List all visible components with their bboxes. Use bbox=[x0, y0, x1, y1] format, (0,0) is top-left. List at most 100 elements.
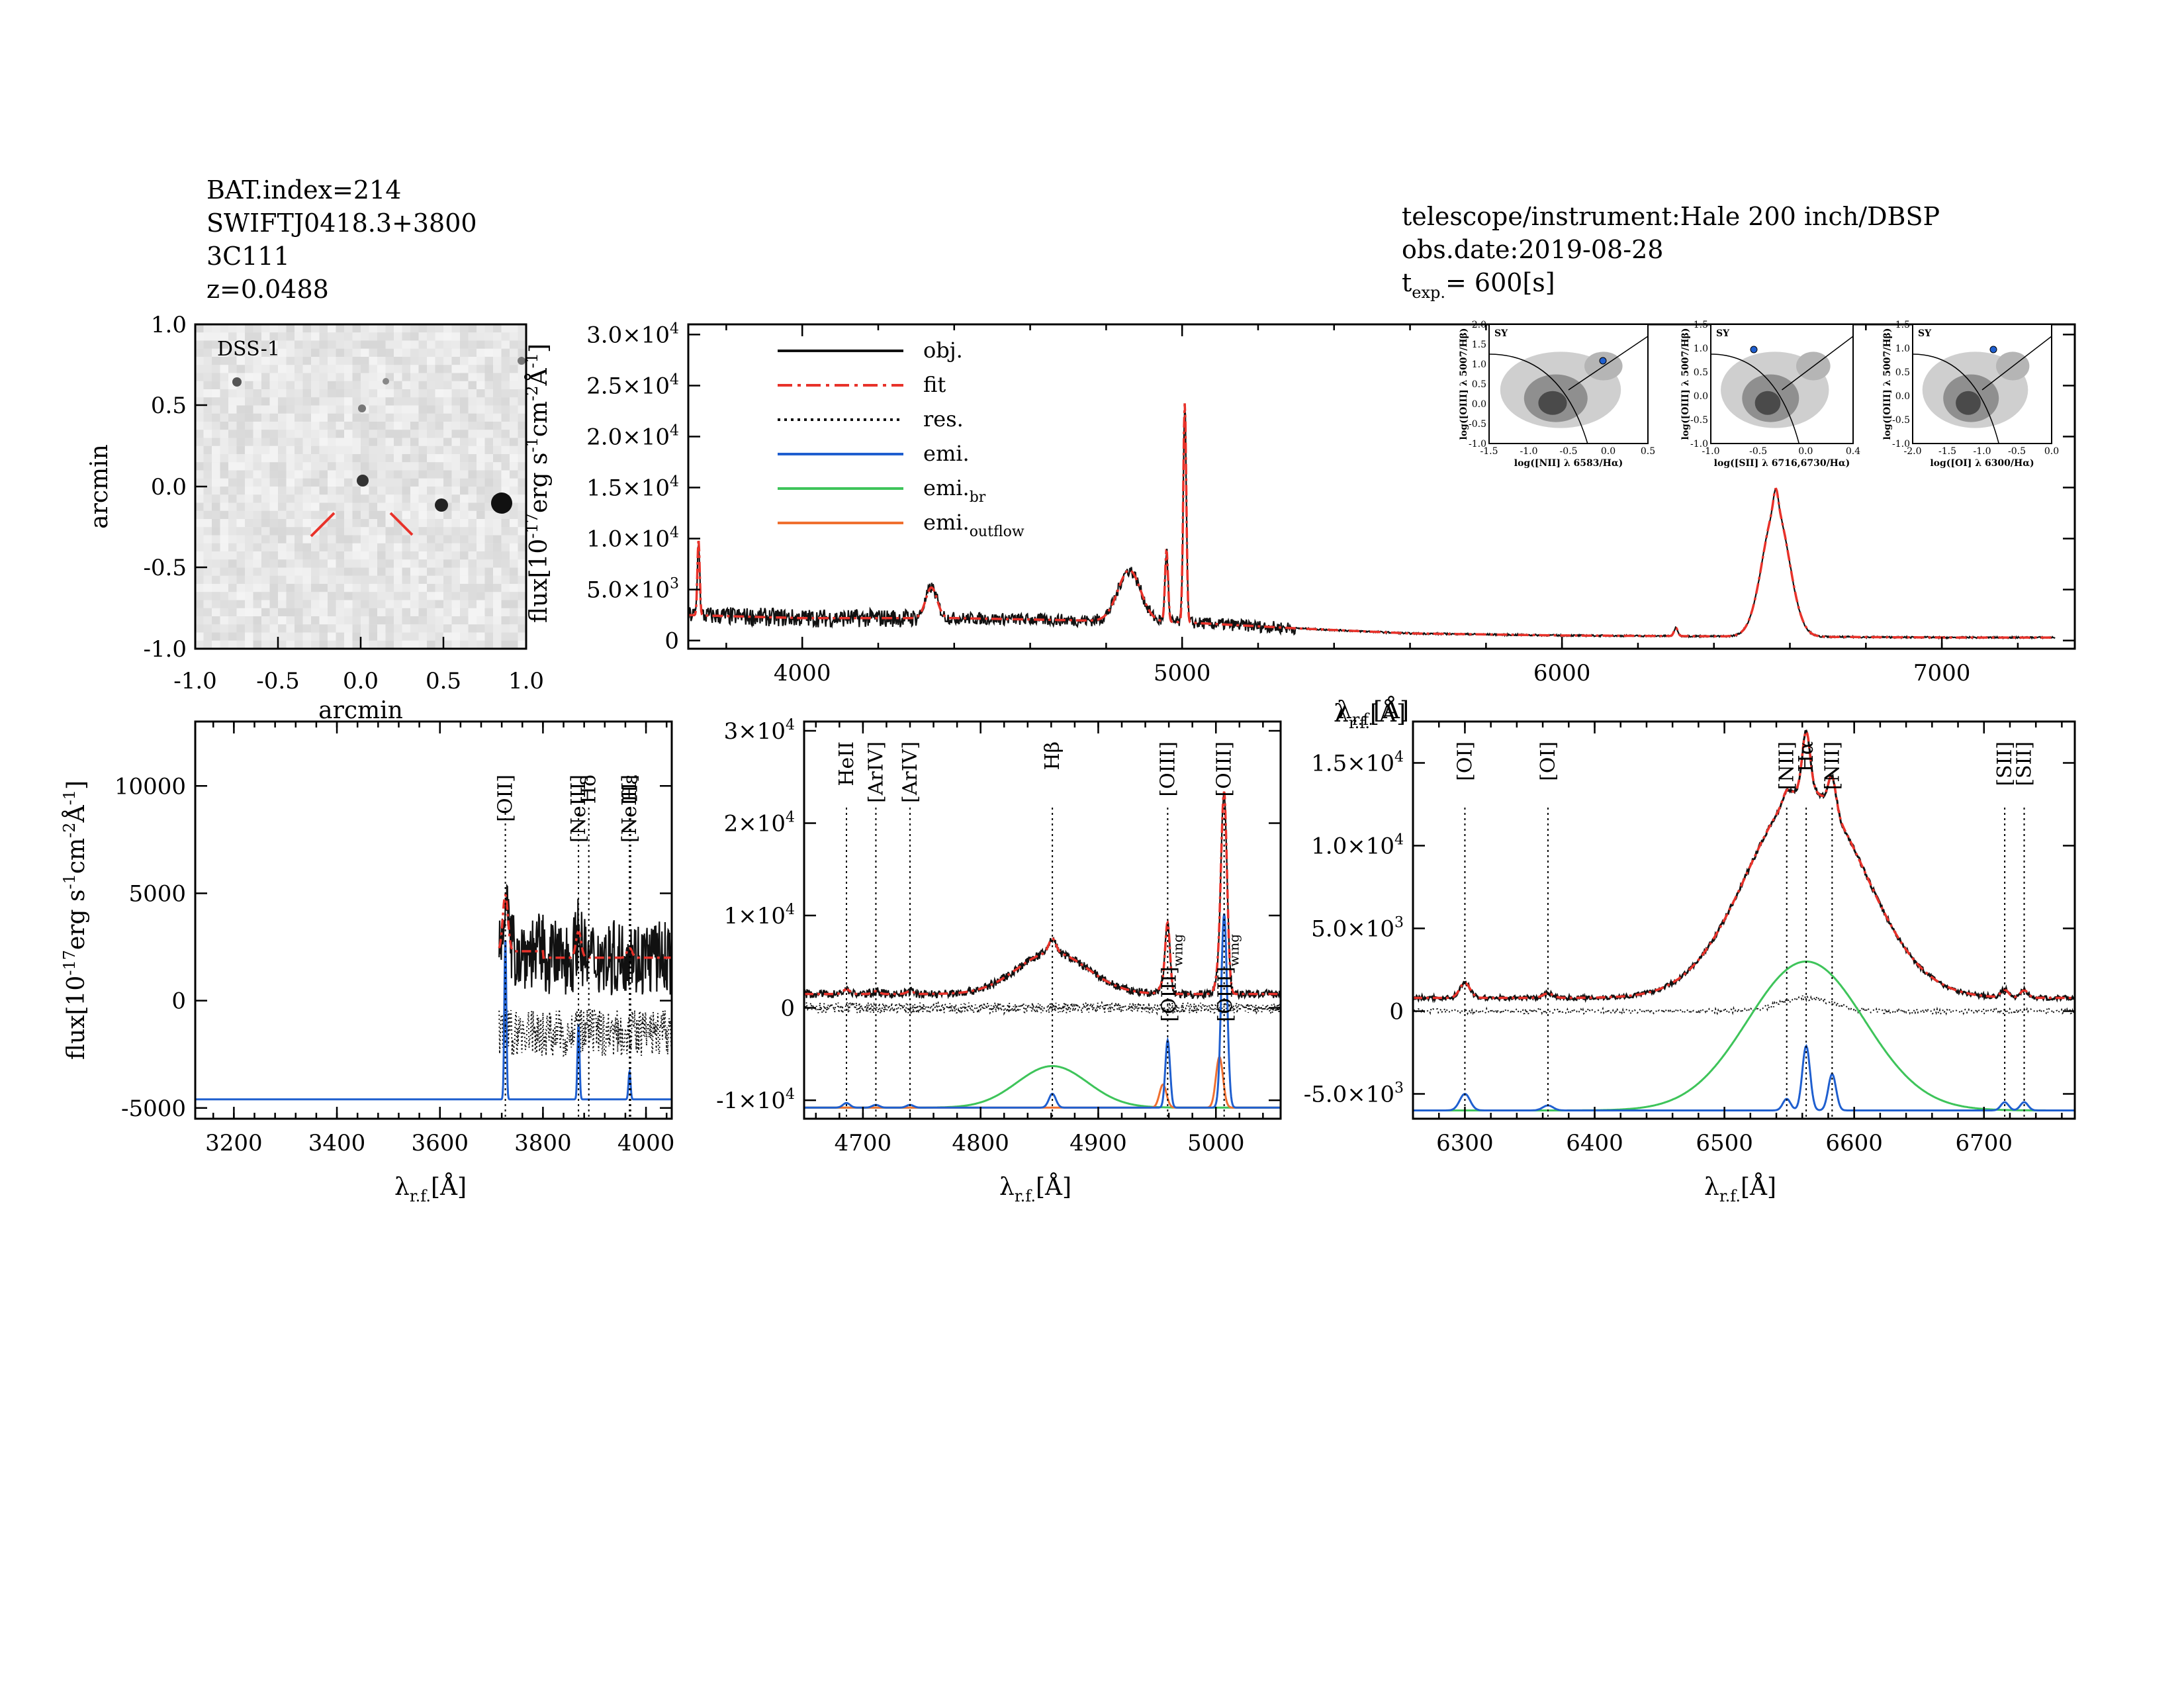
dss-pixel bbox=[220, 632, 229, 641]
dss-pixel bbox=[245, 527, 253, 536]
dss-star bbox=[357, 475, 369, 487]
dss-pixel bbox=[369, 430, 378, 438]
dss-pixel bbox=[451, 365, 461, 373]
dss-pixel bbox=[443, 510, 452, 520]
bpt-ylabel: log([OIII] λ 5007/Hβ) bbox=[1882, 328, 1893, 440]
dss-pixel bbox=[278, 640, 287, 649]
dss-pixel bbox=[212, 519, 220, 528]
bpt-source-point bbox=[1599, 357, 1607, 365]
dss-pixel bbox=[295, 527, 303, 536]
dss-pixel bbox=[336, 324, 345, 333]
dss-pixel bbox=[336, 584, 345, 592]
dss-pixel bbox=[451, 543, 461, 552]
dss-pixel bbox=[451, 470, 461, 479]
dss-pixel bbox=[451, 340, 461, 349]
dss-pixel bbox=[451, 559, 461, 568]
dss-pixel bbox=[336, 592, 345, 600]
dss-pixel bbox=[361, 445, 369, 455]
line-marker-label: [NII] bbox=[1776, 741, 1799, 790]
dss-pixel bbox=[427, 543, 435, 552]
dss-pixel bbox=[269, 608, 279, 617]
dss-pixel bbox=[236, 624, 246, 633]
dss-pixel bbox=[195, 397, 204, 406]
dss-pixel bbox=[361, 502, 369, 511]
dss-pixel bbox=[402, 348, 411, 357]
dss-pixel bbox=[228, 405, 237, 414]
dss-pixel bbox=[319, 324, 328, 333]
dss-pixel bbox=[518, 527, 527, 536]
dss-pixel bbox=[402, 470, 411, 479]
dss-pixel bbox=[269, 624, 279, 633]
dss-pixel bbox=[286, 575, 295, 585]
dss-pixel bbox=[336, 567, 345, 576]
dss-pixel bbox=[361, 567, 369, 576]
dss-pixel bbox=[385, 445, 394, 455]
dss-pixel bbox=[269, 422, 279, 430]
dss-pixel bbox=[286, 616, 295, 625]
dss-pixel bbox=[203, 559, 212, 568]
dss-pixel bbox=[377, 559, 386, 568]
dss-pixel bbox=[402, 357, 411, 365]
dss-pixel bbox=[302, 559, 312, 568]
dss-pixel bbox=[410, 584, 419, 592]
dss-pixel bbox=[328, 381, 336, 390]
dss-pixel bbox=[220, 510, 229, 520]
dss-pixel bbox=[435, 567, 444, 576]
dss-pixel bbox=[501, 340, 510, 349]
y-tick-label: 3×104 bbox=[724, 717, 795, 745]
dss-pixel bbox=[477, 430, 485, 438]
dss-pixel bbox=[402, 430, 411, 438]
dss-pixel bbox=[261, 575, 270, 585]
dss-pixel bbox=[418, 608, 428, 617]
dss-pixel bbox=[203, 551, 212, 560]
dss-pixel bbox=[510, 551, 518, 560]
dss-pixel bbox=[377, 584, 386, 592]
p3-top-xlabel-lambda: λ bbox=[1334, 700, 1349, 727]
dss-pixel bbox=[203, 324, 212, 333]
dss-pixel bbox=[295, 494, 303, 503]
dss-pixel bbox=[369, 340, 378, 349]
dss-pixel bbox=[518, 430, 527, 438]
dss-pixel bbox=[302, 502, 312, 511]
dss-pixel bbox=[245, 413, 253, 422]
dss-xlabel: arcmin bbox=[318, 697, 403, 724]
ylabel-exp1: -17 bbox=[523, 513, 541, 539]
dss-pixel bbox=[501, 478, 510, 487]
x-tick-label: 6000 bbox=[1533, 660, 1591, 686]
dss-pixel bbox=[220, 592, 229, 600]
dss-pixel bbox=[295, 584, 303, 592]
dss-pixel bbox=[228, 567, 237, 576]
dss-pixel bbox=[369, 632, 378, 641]
dss-pixel bbox=[236, 494, 246, 503]
dss-pixel bbox=[377, 510, 386, 520]
emission-line-model bbox=[1413, 1044, 2075, 1111]
dss-pixel bbox=[443, 478, 452, 487]
dss-pixel bbox=[236, 600, 246, 608]
dss-pixel bbox=[302, 624, 312, 633]
dss-pixel bbox=[269, 519, 279, 528]
dss-pixel bbox=[460, 340, 469, 349]
dss-pixel bbox=[361, 340, 369, 349]
dss-pixel bbox=[460, 373, 469, 381]
dss-pixel bbox=[336, 608, 345, 617]
y-tick-exponent: 4 bbox=[786, 902, 795, 918]
dss-pixel bbox=[344, 397, 353, 406]
dss-pixel bbox=[477, 584, 485, 592]
dss-pixel bbox=[510, 624, 518, 633]
dss-pixel bbox=[427, 592, 435, 600]
dss-pixel bbox=[253, 551, 262, 560]
dss-pixel bbox=[269, 462, 279, 471]
dss-pixel bbox=[402, 616, 411, 625]
dss-pixel bbox=[195, 373, 204, 381]
dss-pixel bbox=[302, 616, 312, 625]
dss-pixel bbox=[385, 340, 394, 349]
dss-pixel bbox=[236, 551, 246, 560]
dss-pixel bbox=[286, 438, 295, 446]
line-marker-label: [OIII] bbox=[1213, 741, 1236, 797]
dss-pixel bbox=[377, 543, 386, 552]
x-tick-label: 6300 bbox=[1436, 1130, 1494, 1156]
dss-pixel bbox=[501, 575, 510, 585]
dss-pixel bbox=[212, 616, 220, 625]
dss-pixel bbox=[427, 381, 435, 390]
dss-pixel bbox=[336, 422, 345, 430]
